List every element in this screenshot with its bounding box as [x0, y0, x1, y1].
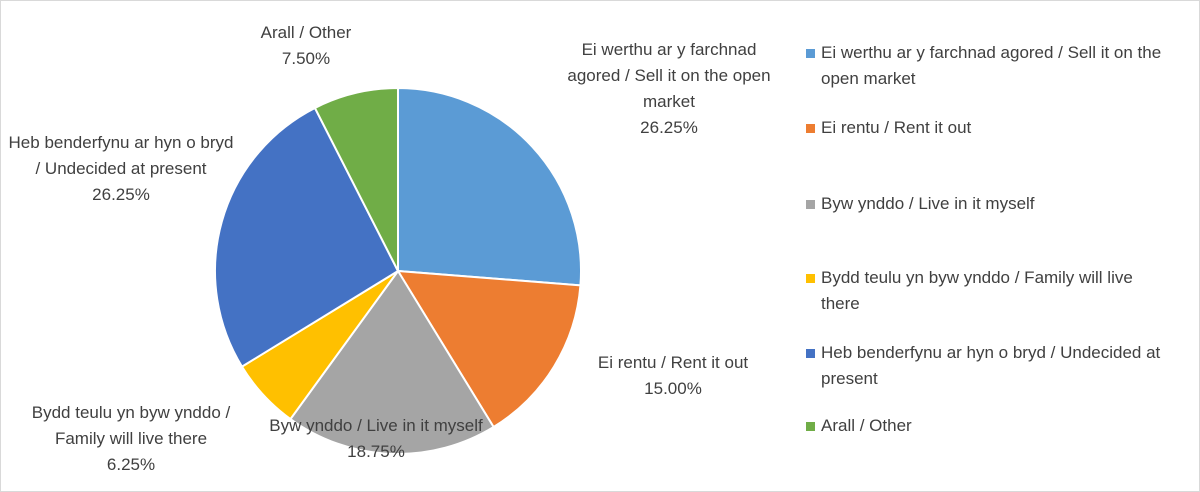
data-label-category: Bydd teulu yn byw ynddo / Family will li…	[31, 403, 231, 448]
pie-slice	[396, 269, 582, 429]
legend-label: Ei rentu / Rent it out	[821, 118, 972, 137]
data-label: Ei werthu ar y farchnad agored / Sell it…	[559, 37, 779, 141]
legend-swatch	[806, 49, 815, 58]
legend-swatch	[806, 124, 815, 133]
pie-slice	[289, 269, 495, 455]
data-label: Heb benderfynu ar hyn o bryd / Undecided…	[6, 130, 236, 208]
legend-item: Ei rentu / Rent it out	[801, 115, 1171, 141]
data-label-value: 26.25%	[92, 185, 150, 204]
legend-label: Arall / Other	[821, 416, 912, 435]
data-label: Bydd teulu yn byw ynddo / Family will li…	[16, 400, 246, 478]
data-label: Ei rentu / Rent it out 15.00%	[563, 350, 783, 402]
pie-slice	[313, 86, 399, 272]
legend-item: Byw ynddo / Live in it myself	[801, 191, 1171, 217]
data-label: Arall / Other 7.50%	[196, 20, 416, 72]
legend-item: Ei werthu ar y farchnad agored / Sell it…	[801, 40, 1171, 92]
pie-slice	[397, 86, 582, 287]
data-label-category: Byw ynddo / Live in it myself	[269, 416, 483, 435]
legend-label: Byw ynddo / Live in it myself	[821, 194, 1035, 213]
legend-label: Heb benderfynu ar hyn o bryd / Undecided…	[821, 343, 1161, 388]
legend-item: Arall / Other	[801, 413, 1171, 439]
data-label-value: 15.00%	[644, 379, 702, 398]
data-label-value: 7.50%	[281, 49, 331, 68]
data-label-category: Ei rentu / Rent it out	[597, 353, 749, 372]
pie-slice	[214, 106, 400, 368]
data-label-category: Heb benderfynu ar hyn o bryd / Undecided…	[8, 133, 234, 178]
legend-swatch	[806, 422, 815, 431]
data-label-category: Arall / Other	[260, 23, 352, 42]
data-label: Byw ynddo / Live in it myself 18.75%	[261, 413, 491, 465]
legend-label: Bydd teulu yn byw ynddo / Family will li…	[821, 268, 1133, 313]
legend-swatch	[806, 274, 815, 283]
legend-item: Bydd teulu yn byw ynddo / Family will li…	[801, 265, 1171, 317]
data-label-category: Ei werthu ar y farchnad agored / Sell it…	[567, 40, 771, 111]
data-label-value: 26.25%	[640, 118, 698, 137]
legend-swatch	[806, 349, 815, 358]
data-label-value: 18.75%	[347, 442, 405, 461]
legend-label: Ei werthu ar y farchnad agored / Sell it…	[821, 43, 1162, 88]
legend-item: Heb benderfynu ar hyn o bryd / Undecided…	[801, 340, 1171, 392]
legend-swatch	[806, 200, 815, 209]
data-label-value: 6.25%	[106, 455, 156, 474]
